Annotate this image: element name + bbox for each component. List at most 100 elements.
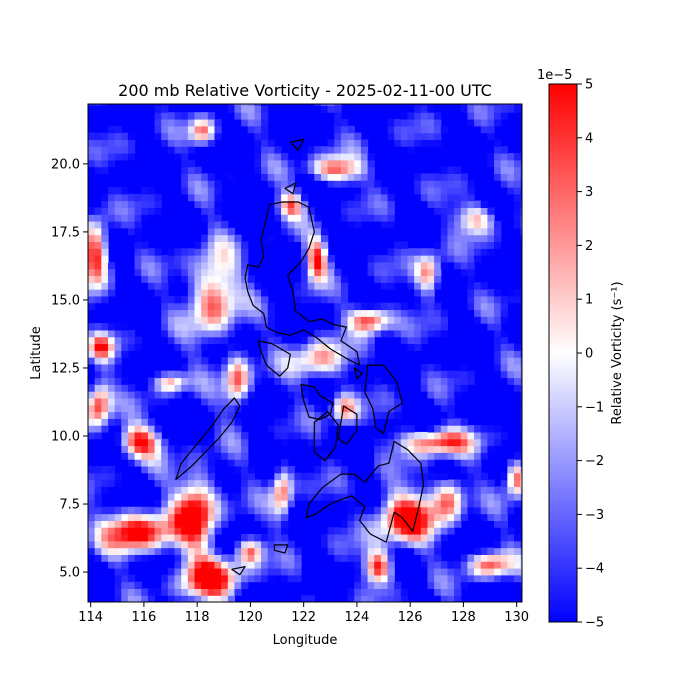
vorticity-cell	[281, 152, 289, 161]
vorticity-cell	[360, 180, 369, 188]
vorticity-cell	[514, 479, 522, 487]
vorticity-cell	[500, 104, 508, 106]
vorticity-cell	[334, 159, 342, 168]
vorticity-cell	[194, 268, 202, 277]
vorticity-cell	[234, 418, 242, 426]
vorticity-cell	[367, 506, 375, 515]
vorticity-cell	[281, 527, 289, 535]
vorticity-cell	[147, 200, 156, 209]
vorticity-cell	[234, 561, 242, 569]
vorticity-cell	[88, 506, 96, 515]
vorticity-cell	[207, 588, 216, 596]
vorticity-cell	[127, 227, 136, 236]
vorticity-cell	[360, 527, 369, 535]
vorticity-cell	[281, 343, 289, 351]
vorticity-cell	[427, 377, 435, 385]
vorticity-cell	[227, 275, 236, 283]
vorticity-cell	[221, 411, 229, 419]
vorticity-cell	[320, 540, 329, 549]
vorticity-cell	[101, 295, 109, 304]
vorticity-cell	[174, 595, 182, 602]
vorticity-cell	[201, 275, 209, 283]
vorticity-cell	[88, 159, 96, 168]
vorticity-cell	[467, 493, 475, 501]
vorticity-cell	[327, 363, 335, 372]
vorticity-cell	[387, 404, 395, 413]
vorticity-cell	[307, 370, 315, 379]
vorticity-cell	[267, 527, 275, 535]
vorticity-cell	[334, 323, 342, 331]
vorticity-cell	[214, 255, 222, 263]
vorticity-cell	[88, 425, 96, 433]
vorticity-cell	[434, 493, 442, 501]
x-tick-label: 126	[398, 610, 423, 625]
vorticity-cell	[340, 370, 349, 379]
vorticity-cell	[121, 418, 129, 426]
vorticity-cell	[147, 595, 156, 602]
vorticity-cell	[207, 282, 216, 290]
vorticity-cell	[474, 295, 482, 304]
vorticity-cell	[221, 275, 229, 283]
vorticity-cell	[154, 118, 162, 127]
vorticity-cell	[281, 207, 289, 215]
vorticity-cell	[427, 302, 435, 311]
vorticity-cell	[134, 255, 142, 263]
vorticity-cell	[134, 581, 142, 589]
vorticity-cell	[247, 540, 256, 549]
vorticity-cell	[101, 404, 109, 413]
vorticity-cell	[514, 357, 522, 365]
vorticity-cell	[234, 248, 242, 256]
vorticity-cell	[407, 506, 415, 515]
vorticity-cell	[307, 363, 315, 372]
vorticity-cell	[227, 459, 236, 467]
vorticity-cell	[187, 261, 196, 270]
vorticity-cell	[181, 547, 189, 555]
vorticity-cell	[241, 268, 249, 277]
vorticity-cell	[400, 588, 409, 596]
vorticity-cell	[514, 173, 522, 181]
vorticity-cell	[247, 486, 256, 494]
vorticity-cell	[347, 207, 355, 215]
vorticity-cell	[107, 282, 116, 290]
vorticity-cell	[500, 166, 508, 174]
vorticity-cell	[387, 221, 395, 229]
x-tick-label: 124	[345, 610, 370, 625]
vorticity-cell	[94, 384, 102, 392]
vorticity-cell	[94, 139, 102, 147]
vorticity-cell	[201, 588, 209, 596]
vorticity-cell	[214, 302, 222, 311]
vorticity-cell	[181, 452, 189, 460]
vorticity-cell	[347, 527, 355, 535]
vorticity-cell	[247, 567, 256, 576]
vorticity-cell	[274, 187, 282, 195]
vorticity-cell	[147, 527, 156, 535]
vorticity-cell	[434, 173, 442, 181]
vorticity-cell	[467, 227, 475, 236]
vorticity-cell	[420, 309, 429, 317]
vorticity-cell	[487, 241, 495, 249]
vorticity-cell	[214, 547, 222, 555]
vorticity-cell	[167, 268, 176, 277]
vorticity-cell	[201, 506, 209, 515]
vorticity-cell	[174, 499, 182, 508]
vorticity-cell	[167, 125, 176, 134]
vorticity-cell	[181, 152, 189, 161]
vorticity-cell	[460, 493, 469, 501]
vorticity-cell	[374, 200, 382, 209]
vorticity-cell	[427, 547, 435, 555]
vorticity-cell	[494, 493, 502, 501]
colorbar-tick-label: 5	[585, 78, 593, 93]
vorticity-cell	[307, 479, 315, 487]
vorticity-cell	[374, 547, 382, 555]
vorticity-cell	[241, 493, 249, 501]
vorticity-cell	[507, 527, 515, 535]
vorticity-cell	[207, 493, 216, 501]
vorticity-cell	[387, 132, 395, 140]
vorticity-cell	[88, 547, 96, 555]
vorticity-cell	[127, 527, 136, 535]
vorticity-cell	[261, 343, 269, 351]
vorticity-cell	[474, 200, 482, 209]
vorticity-cell	[480, 425, 488, 433]
vorticity-cell	[101, 104, 109, 106]
